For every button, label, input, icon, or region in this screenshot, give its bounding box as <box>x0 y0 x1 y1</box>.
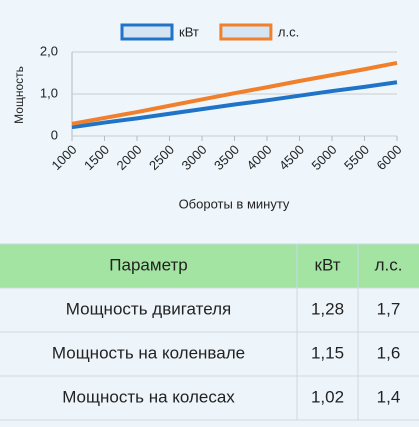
y-tick-label: 0 <box>51 127 58 142</box>
line <box>71 80 398 130</box>
table-header-bg <box>0 244 419 288</box>
x-tick-label: 2000 <box>113 142 144 173</box>
x-tick-label: 3500 <box>211 142 242 173</box>
x-tick-label: 3000 <box>178 142 209 173</box>
table-cell: Мощность на колесах <box>62 387 235 406</box>
x-tick-label: 5000 <box>308 142 339 173</box>
table-cell: 1,6 <box>377 343 401 362</box>
line <box>71 60 398 126</box>
x-tick-label: 1000 <box>48 142 79 173</box>
legend-label: л.с. <box>278 24 299 39</box>
table-cell: 1,02 <box>311 387 344 406</box>
x-tick-label: 1500 <box>81 142 112 173</box>
x-tick-label: 2500 <box>146 142 177 173</box>
x-axis-label: Обороты в минуту <box>179 196 290 211</box>
table-header-cell: кВт <box>315 255 341 274</box>
table-cell: 1,7 <box>377 299 401 318</box>
x-tick-label: 6000 <box>373 142 404 173</box>
x-tick-label: 5500 <box>341 142 372 173</box>
x-tick-label: 4500 <box>276 142 307 173</box>
y-tick-label: 2,0 <box>40 43 58 58</box>
y-axis-label: Мощность <box>12 66 26 124</box>
legend-swatch <box>219 23 273 41</box>
y-tick-label: 1,0 <box>40 85 58 100</box>
legend-swatch <box>120 23 174 41</box>
table-cell: Мощность двигателя <box>66 299 231 318</box>
table-cell: Мощность на коленвале <box>52 343 245 362</box>
table-cell: 1,4 <box>377 387 401 406</box>
table-cell: 1,15 <box>311 343 344 362</box>
legend-label: кВт <box>179 24 199 39</box>
table-header-cell: Параметр <box>109 255 187 274</box>
x-tick-label: 4000 <box>243 142 274 173</box>
table-header-cell: л.с. <box>375 255 403 274</box>
table-cell: 1,28 <box>311 299 344 318</box>
